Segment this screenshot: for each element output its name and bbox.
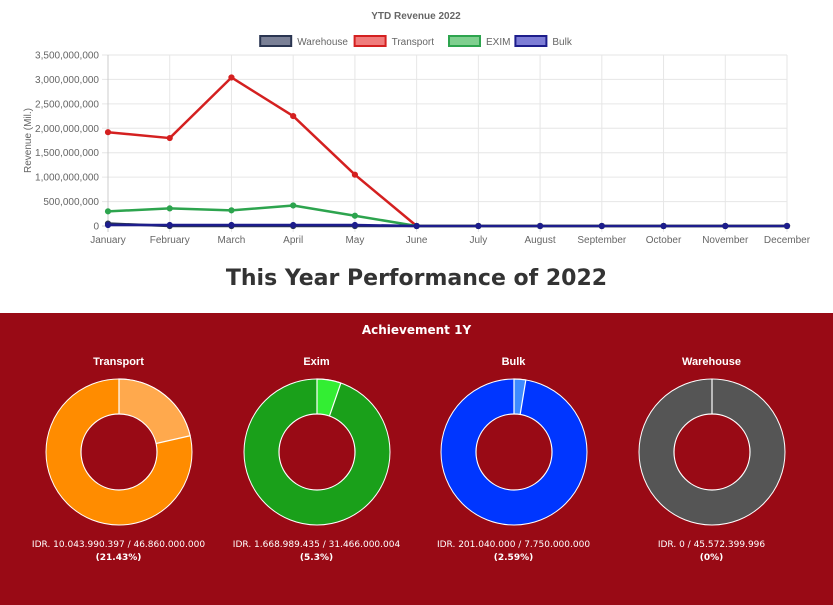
donut-chart-warehouse [638, 378, 785, 526]
data-point-transport [166, 134, 173, 142]
donut-hole [79, 413, 158, 491]
x-tick-label: May [345, 235, 364, 246]
x-tick-label: October [646, 235, 682, 246]
donut-hole [474, 413, 553, 491]
donut-amount: IDR. 0 / 45.572.399.996 [657, 540, 766, 550]
x-tick-label: December [764, 235, 811, 246]
data-point-bulk [104, 221, 112, 229]
donut-percent: (5.3%) [299, 553, 334, 563]
y-tick-label: 1,000,000,000 [35, 173, 99, 184]
x-tick-label: June [406, 235, 428, 246]
y-tick-label: 0 [93, 222, 99, 233]
ytd-revenue-chart-svg: YTD Revenue 2022 0 500,000,000 1,000,000,00… [23, 11, 811, 246]
y-tick-label: 1,500,000,000 [35, 148, 99, 159]
donut-hole [672, 413, 751, 491]
data-point-bulk [598, 222, 605, 230]
series-line-exim [107, 204, 787, 228]
donut-percent: (21.43%) [95, 553, 142, 563]
data-point-exim [351, 212, 359, 219]
donut-chart-exim [243, 378, 390, 526]
donut-card-bulk: Bulk IDR. 201.040.000 / 7.750.000.000 (2… [415, 353, 612, 563]
achievement-title: Achievement 1Y [361, 323, 472, 337]
x-tick-label: March [218, 235, 246, 246]
donut-chart-transport [45, 378, 192, 526]
x-tick-label: July [469, 235, 487, 246]
legend-item-exim: EXIM [448, 35, 510, 48]
donut-name: Bulk [501, 356, 526, 368]
legend-swatch [353, 35, 387, 47]
legend-label: Bulk [552, 37, 572, 48]
donut-amount: IDR. 201.040.000 / 7.750.000.000 [436, 540, 591, 550]
series-line-bulk [108, 223, 787, 228]
x-tick-label: November [702, 235, 749, 246]
legend-swatch [514, 35, 548, 47]
donut-name: Warehouse [682, 356, 741, 368]
donut-name: Exim [303, 356, 330, 368]
donut-amount: IDR. 10.043.990.397 / 46.860.000.000 [31, 540, 206, 550]
x-tick-label: August [525, 235, 556, 246]
data-point-exim [290, 202, 297, 209]
data-point-bulk [290, 221, 297, 229]
performance-title: This Year Performance of 2022 [225, 266, 608, 291]
achievement-panel: Achievement 1Y Transport IDR. 10.043.990… [0, 313, 833, 605]
data-point-exim [166, 205, 173, 212]
data-point-transport [290, 112, 297, 120]
y-tick-label: 500,000,000 [43, 197, 99, 208]
data-point-bulk [660, 222, 667, 230]
y-axis-label: Revenue (Mil.) [23, 108, 34, 173]
y-tick-label: 3,000,000,000 [35, 75, 99, 86]
donut-card-exim: Exim IDR. 1.668.989.435 / 31.466.000.004… [218, 353, 415, 563]
chart-title: YTD Revenue 2022 [371, 11, 461, 22]
y-tick-label: 3,500,000,000 [35, 51, 99, 62]
donut-card-transport: Transport IDR. 10.043.990.397 / 46.860.0… [20, 353, 217, 563]
legend-label: EXIM [486, 37, 510, 48]
data-point-bulk [783, 222, 791, 230]
legend-swatch [448, 35, 481, 47]
legend-swatch [259, 35, 293, 47]
data-point-exim [104, 208, 112, 215]
data-point-bulk [413, 222, 420, 230]
series-line-transport [107, 76, 787, 228]
data-point-bulk [722, 222, 729, 230]
data-point-bulk [475, 222, 482, 230]
donut-percent: (0%) [699, 553, 724, 563]
legend-item-warehouse: Warehouse [259, 35, 348, 48]
legend-item-bulk: Bulk [514, 35, 573, 48]
legend-label: Warehouse [297, 37, 348, 48]
ytd-revenue-chart: YTD Revenue 2022 0 500,000,000 1,000,000,00… [0, 0, 833, 250]
y-tick-label: 2,500,000,000 [35, 99, 99, 110]
y-tick-label: 2,000,000,000 [35, 124, 99, 135]
donut-percent: (2.59%) [493, 553, 534, 563]
legend-item-transport: Transport [353, 35, 435, 48]
x-tick-label: April [283, 235, 303, 246]
donut-name: Transport [93, 356, 144, 368]
data-point-transport [351, 171, 359, 178]
data-point-bulk [228, 221, 235, 229]
donut-amount: IDR. 1.668.989.435 / 31.466.000.004 [232, 540, 401, 550]
data-point-bulk [351, 221, 359, 229]
x-tick-label: January [90, 235, 126, 246]
data-point-transport [104, 129, 112, 136]
donut-card-warehouse: Warehouse IDR. 0 / 45.572.399.996 (0%) [613, 353, 810, 563]
donut-chart-bulk [440, 378, 587, 526]
data-point-bulk [536, 222, 544, 230]
data-point-exim [228, 207, 235, 214]
data-point-bulk [166, 221, 173, 229]
x-tick-label: February [150, 235, 190, 246]
x-tick-label: September [577, 235, 627, 246]
donut-hole [277, 413, 356, 491]
data-point-transport [228, 74, 235, 81]
legend-label: Transport [392, 37, 435, 48]
